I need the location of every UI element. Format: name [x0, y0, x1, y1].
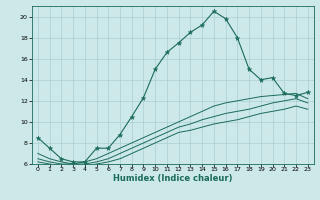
- X-axis label: Humidex (Indice chaleur): Humidex (Indice chaleur): [113, 174, 233, 183]
